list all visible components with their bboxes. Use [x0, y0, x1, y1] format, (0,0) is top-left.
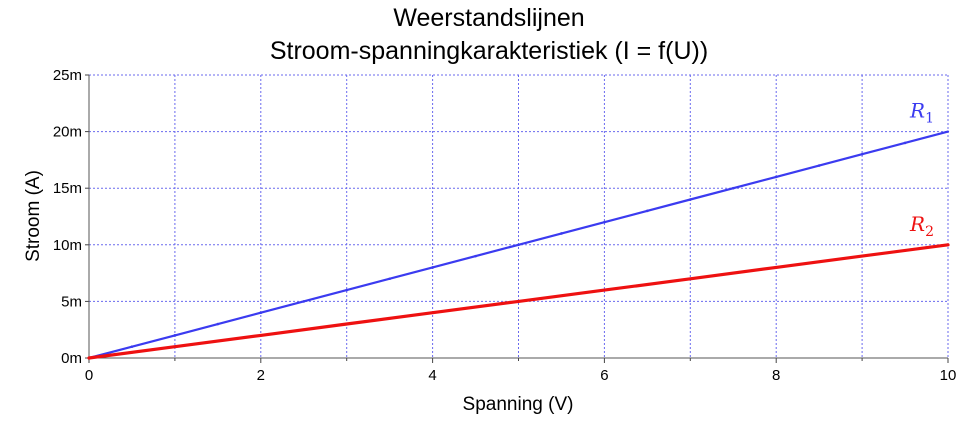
series-label-r1: R1 [909, 99, 934, 127]
series-marker [130, 351, 134, 354]
series-label-r2: R2 [909, 212, 934, 240]
chart-subtitle: Stroom-spanningkarakteristiek (I = f(U)) [269, 37, 709, 65]
series-marker [216, 322, 220, 326]
series-marker [560, 294, 563, 298]
series-marker [173, 345, 177, 348]
series-marker [474, 305, 477, 309]
x-tick-label: 8 [772, 367, 780, 384]
series-lines [87, 130, 950, 360]
series-marker [345, 322, 349, 326]
y-axis-label: Stroom (A) [23, 170, 44, 262]
series-labels: R1 R2 [909, 99, 934, 240]
series-marker [689, 277, 692, 281]
series-marker [731, 186, 735, 190]
series-marker [431, 311, 434, 315]
series-marker [860, 152, 864, 156]
series-marker [560, 232, 563, 235]
y-tick-label: 25m [53, 67, 82, 84]
series-marker [388, 277, 391, 281]
series-marker [774, 266, 778, 269]
series-marker [817, 164, 821, 167]
tick-labels: 0m 5m 10m 15m 20m 25m 0 2 4 6 8 10 [53, 67, 957, 384]
y-tick-label: 10m [53, 237, 82, 254]
series-marker [431, 266, 434, 269]
series-marker [774, 175, 778, 179]
series-marker [173, 334, 177, 337]
series-marker [517, 300, 520, 303]
series-marker [216, 339, 220, 343]
series-marker [302, 300, 306, 303]
x-tick-label: 10 [940, 367, 957, 384]
series-marker [474, 254, 477, 258]
series-marker [689, 198, 692, 201]
series-marker [731, 271, 735, 275]
chart-title: Weerstandslijnen [393, 4, 585, 32]
series-marker [603, 220, 606, 224]
x-tick-label: 0 [85, 367, 93, 384]
y-tick-label: 0m [61, 350, 82, 367]
y-tick-label: 15m [53, 180, 82, 197]
series-marker [903, 249, 907, 252]
x-tick-label: 6 [600, 367, 608, 384]
series-marker [646, 209, 649, 213]
series-marker [130, 345, 134, 348]
series-marker [603, 288, 606, 292]
grid-lines [89, 74, 949, 358]
series-marker [646, 283, 649, 286]
y-tick-label: 5m [61, 293, 82, 310]
x-axis-label: Spanning (V) [463, 394, 574, 415]
series-marker [817, 260, 821, 264]
x-tick-label: 4 [428, 367, 436, 384]
series-marker [860, 254, 864, 258]
axes [85, 74, 949, 363]
series-marker [302, 328, 306, 332]
series-marker [517, 243, 520, 247]
series-marker [259, 311, 263, 315]
series-marker [345, 288, 349, 292]
series-marker [903, 141, 907, 145]
series-marker [388, 317, 391, 320]
series-marker [259, 334, 263, 337]
x-tick-label: 2 [257, 367, 265, 384]
y-tick-label: 20m [53, 124, 82, 141]
